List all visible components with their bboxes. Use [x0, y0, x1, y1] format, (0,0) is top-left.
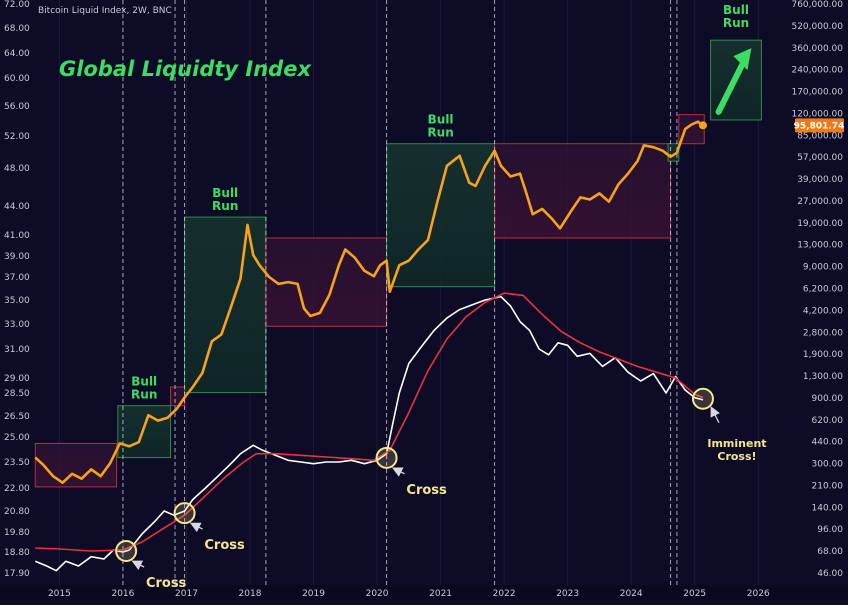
left-axis-tick-label: 35.00	[4, 296, 30, 306]
right-axis-tick-label: 120,000.00	[791, 109, 843, 119]
right-axis-tick-label: 140.00	[812, 503, 844, 513]
left-axis-tick-label: 19.80	[4, 528, 30, 538]
x-axis-tick-label: 2016	[111, 589, 134, 599]
x-axis-tick-label: 2025	[683, 589, 706, 599]
left-axis-tick-label: 22.00	[4, 484, 30, 494]
right-axis-tick-label: 300.00	[812, 460, 844, 470]
right-axis-tick-label: 46.00	[817, 569, 843, 579]
left-axis-tick-label: 52.00	[4, 132, 30, 142]
cross-marker-circle	[375, 446, 398, 469]
cross-pointer-arrow	[391, 467, 405, 477]
right-axis-tick-label: 440.00	[812, 438, 844, 448]
cross-label: Cross	[204, 538, 245, 553]
cross-label: Cross	[146, 576, 187, 591]
left-axis-tick-label: 25.00	[4, 433, 30, 443]
chart-title: Global Liquidty Index	[59, 57, 312, 81]
left-axis-tick-label: 60.00	[4, 74, 30, 84]
bear-zone	[494, 143, 672, 239]
bull-run-arrow-head-icon	[733, 48, 752, 71]
price-series-line	[34, 120, 704, 484]
cross-label: Imminent Cross!	[707, 437, 766, 463]
left-axis-tick-label: 29.00	[4, 374, 30, 384]
left-axis-tick-label: 72.00	[4, 0, 30, 10]
x-axis-tick-label: 2018	[239, 589, 262, 599]
left-axis-tick-label: 31.00	[4, 345, 30, 355]
right-axis-tick-label: 96.00	[817, 525, 843, 535]
left-axis-tick-label: 39.00	[4, 252, 30, 262]
left-axis-tick-label: 68.00	[4, 24, 30, 34]
right-axis-tick-label: 27,000.00	[797, 197, 843, 207]
right-axis-tick-label: 170,000.00	[791, 88, 843, 98]
bull-run-arrow-icon	[715, 59, 747, 115]
right-axis-tick-label: 68.00	[817, 547, 843, 557]
x-axis-tick-label: 2026	[747, 589, 770, 599]
right-axis-tick-label: 4,200.00	[803, 306, 843, 316]
bull-run-zone	[667, 143, 680, 162]
x-axis-tick-label: 2021	[429, 589, 452, 599]
right-axis-tick-label: 760,000.00	[791, 0, 843, 10]
x-axis-tick-label: 2022	[493, 589, 516, 599]
x-axis-tick-label: 2015	[48, 589, 71, 599]
left-axis-tick-label: 64.00	[4, 49, 30, 59]
cross-pointer-arrow	[710, 406, 720, 424]
x-axis-tick-label: 2019	[302, 589, 325, 599]
right-axis-tick-label: 1,900.00	[803, 350, 843, 360]
right-axis-tick-label: 210.00	[812, 481, 844, 491]
cross-pointer-arrow	[189, 522, 203, 533]
source-label: Bitcoin Liquid Index, 2W, BNC	[38, 6, 172, 16]
x-axis-tick-label: 2024	[620, 589, 643, 599]
bull-run-label: Bull Run	[131, 375, 157, 402]
bull-run-zone	[184, 216, 267, 394]
left-axis-tick-label: 33.00	[4, 320, 30, 330]
cross-label: Cross	[406, 483, 447, 498]
right-axis-tick-label: 6,200.00	[803, 285, 843, 295]
bull-run-zone	[117, 405, 172, 459]
left-axis-tick-label: 41.00	[4, 231, 30, 241]
price-last-point	[698, 121, 707, 130]
right-axis-tick-label: 900.00	[812, 394, 844, 404]
left-axis-tick-label: 23.50	[4, 458, 30, 468]
right-axis-tick-label: 9,000.00	[803, 263, 843, 273]
right-axis-tick-label: 39,000.00	[797, 175, 843, 185]
left-axis-tick-label: 28.50	[4, 389, 30, 399]
left-axis-tick-label: 44.00	[4, 202, 30, 212]
moving-average-line	[35, 292, 704, 552]
right-axis-tick-label: 2,800.00	[803, 328, 843, 338]
left-axis-tick-label: 48.00	[4, 164, 30, 174]
left-axis-tick-label: 26.50	[4, 412, 30, 422]
price-tag-label: 95,801.74	[794, 121, 845, 131]
cross-marker-circle	[115, 540, 138, 562]
right-axis-tick-label: 620.00	[812, 416, 844, 426]
price-tag	[795, 118, 844, 133]
cross-marker-circle	[691, 387, 714, 410]
bull-run-label: Bull Run	[427, 113, 453, 140]
left-axis-tick-label: 20.80	[4, 507, 30, 517]
left-axis-tick-label: 18.80	[4, 548, 30, 558]
cross-marker-circle	[173, 502, 196, 525]
x-axis-bar	[0, 585, 848, 600]
x-axis-tick-label: 2017	[175, 589, 198, 599]
left-axis-tick-label: 37.00	[4, 273, 30, 283]
bull-run-label: Bull Run	[723, 3, 749, 30]
right-axis-tick-label: 240,000.00	[791, 66, 843, 76]
right-axis-tick-label: 360,000.00	[791, 44, 843, 54]
x-axis-tick-label: 2020	[366, 589, 389, 599]
right-axis-tick-label: 85,000.00	[797, 131, 843, 141]
right-axis-tick-label: 13,000.00	[797, 241, 843, 251]
bear-zone	[34, 442, 118, 488]
left-axis-tick-label: 56.00	[4, 102, 30, 112]
right-axis-tick-label: 1,300.00	[803, 372, 843, 382]
right-axis-tick-label: 19,000.00	[797, 219, 843, 229]
right-axis-tick-label: 520,000.00	[791, 22, 843, 32]
cross-pointer-arrow	[131, 560, 145, 570]
bear-zone	[265, 237, 388, 327]
bull-run-label: Bull Run	[212, 186, 238, 213]
right-axis-tick-label: 57,000.00	[797, 153, 843, 163]
bull-run-zone	[386, 143, 496, 288]
left-axis-tick-label: 17.90	[4, 569, 30, 579]
x-axis-tick-label: 2023	[556, 589, 579, 599]
